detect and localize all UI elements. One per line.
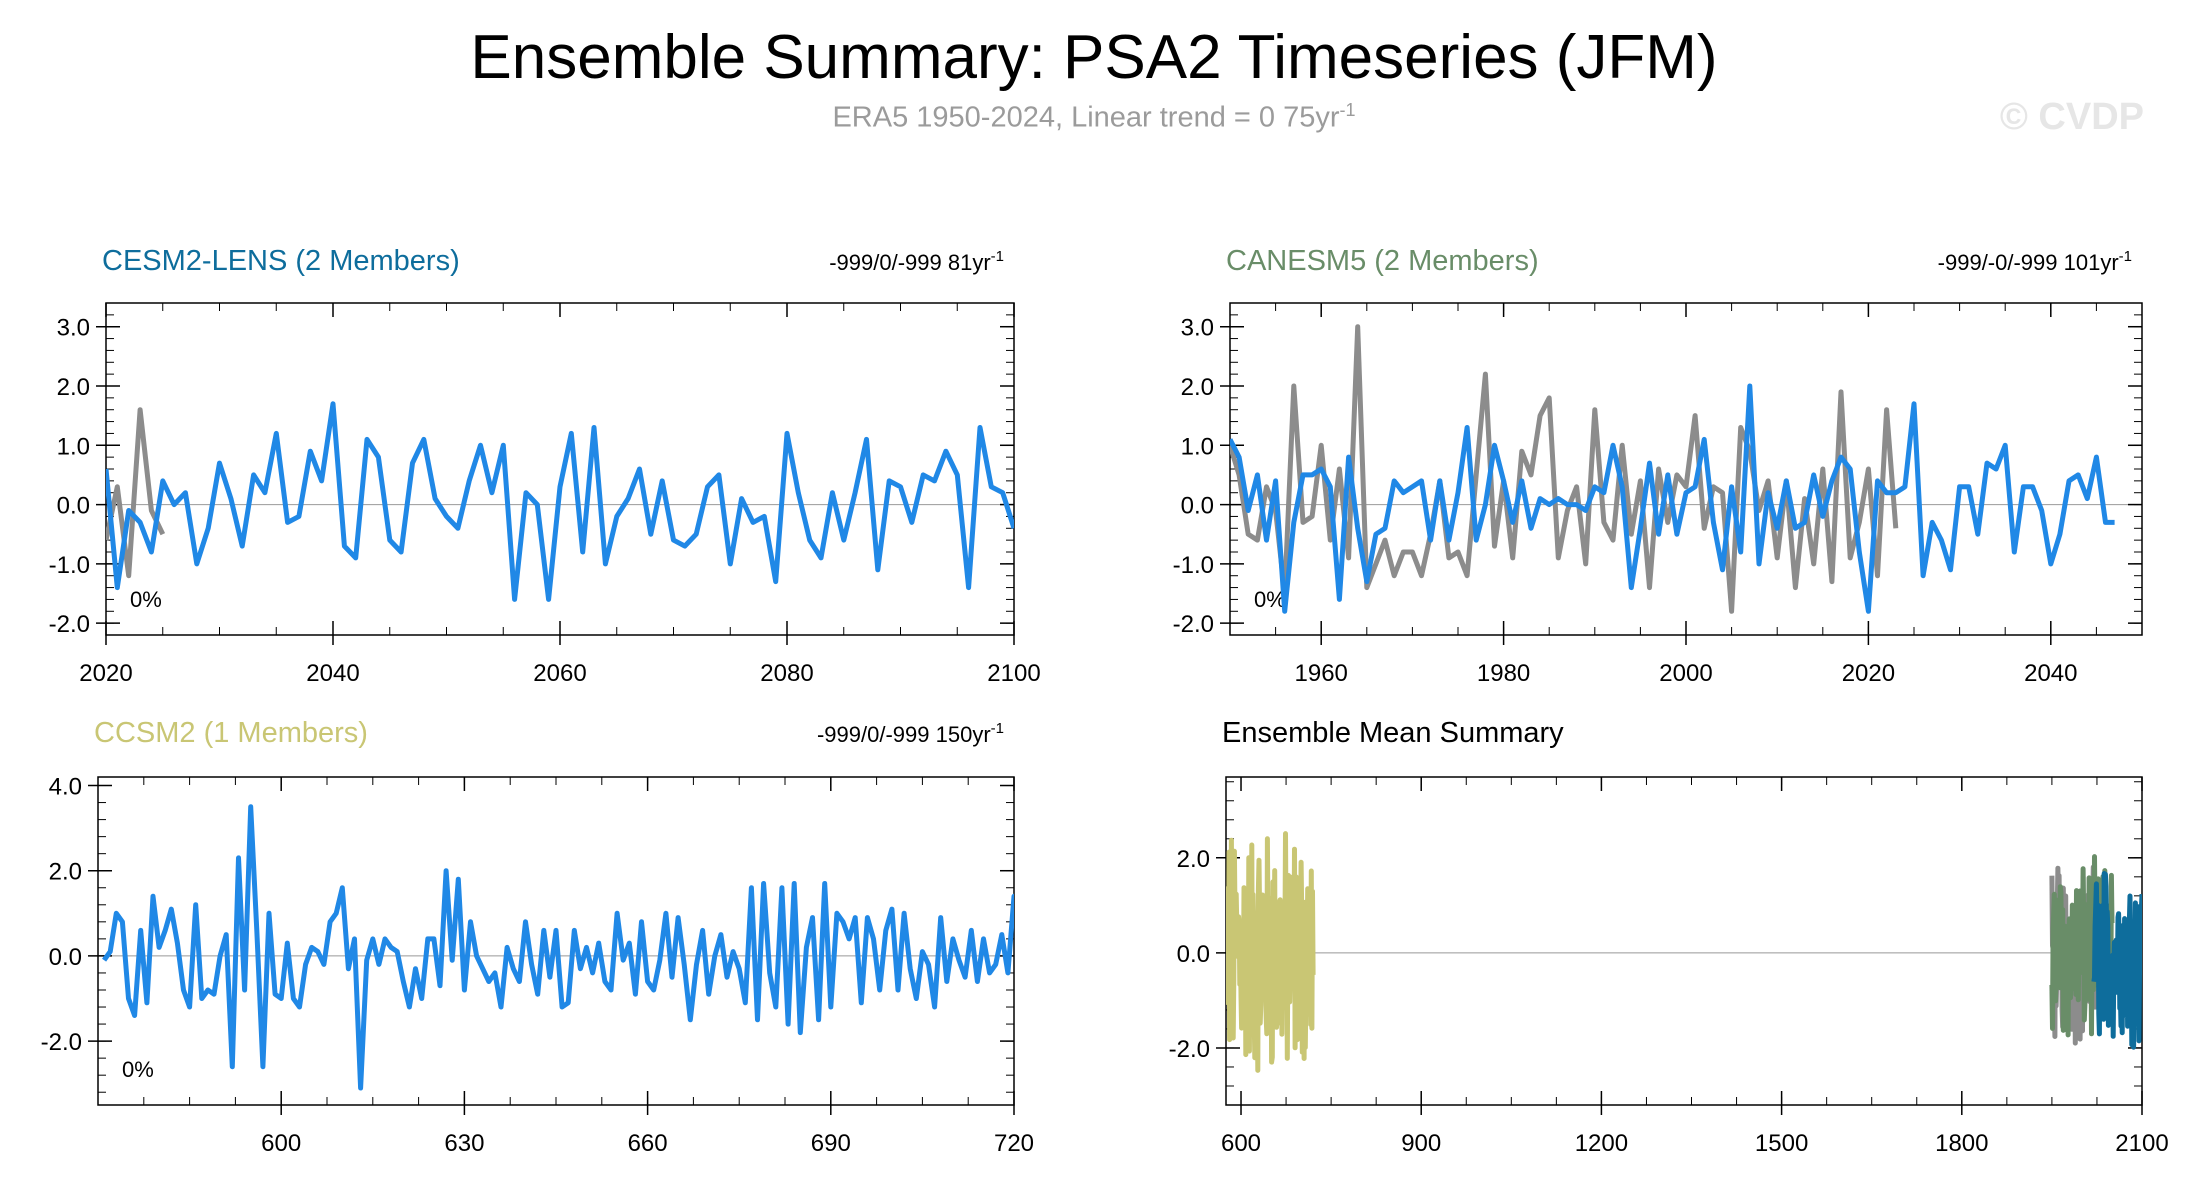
- x-tick-label: 900: [1401, 1130, 1441, 1157]
- x-tick-label: 2100: [987, 660, 1040, 687]
- page-title: Ensemble Summary: PSA2 Timeseries (JFM): [470, 23, 1718, 92]
- series-line-2: [106, 401, 1014, 602]
- panel-cesm2: -2.0 -1.0 0.0 1.0 2.0 3.0 2020 2040 2060 2080 2100…: [49, 245, 1041, 687]
- subtitle-text: ERA5 1950-2024, Linear trend = 0 75yr: [832, 101, 1340, 134]
- panel-ensemble-mean: -2.0 0.0 2.0 600 900 1200 1500 1800 2100 Ensemble…: [1169, 717, 2169, 1157]
- y-tick-label: -2.0: [49, 611, 90, 638]
- panel-title: CCSM2 (1 Members): [94, 717, 368, 749]
- x-tick-label: 1980: [1477, 660, 1530, 687]
- x-tick-label: 2100: [2115, 1130, 2168, 1157]
- x-tick-label: 630: [444, 1130, 484, 1157]
- subtitle-superscript: -1: [1339, 100, 1356, 120]
- y-tick-label: -2.0: [1169, 1036, 1210, 1063]
- panel-title: CESM2-LENS (2 Members): [102, 245, 460, 277]
- y-tick-label: 3.0: [57, 315, 90, 342]
- trend-superscript: -1: [2119, 248, 2132, 265]
- x-tick-label: 1200: [1575, 1130, 1628, 1157]
- x-tick-label: 2000: [1659, 660, 1712, 687]
- y-tick-label: 4.0: [49, 774, 82, 801]
- y-tick-label: -1.0: [49, 552, 90, 579]
- x-tick-label: 2060: [533, 660, 586, 687]
- panel-title: Ensemble Mean Summary: [1222, 717, 1564, 749]
- trend-text: -999/-0/-999 101yr: [1938, 250, 2119, 275]
- watermark-cvdp: © CVDP: [1999, 96, 2144, 138]
- trend-text: -999/0/-999 81yr: [829, 250, 990, 275]
- x-tick-label: 600: [261, 1130, 301, 1157]
- y-tick-label: 2.0: [49, 859, 82, 886]
- y-tick-label: 3.0: [1181, 315, 1214, 342]
- trend-label: -999/-0/-999 101yr-1: [1938, 248, 2132, 275]
- y-tick-label: 2.0: [1181, 374, 1214, 401]
- x-tick-label: 690: [811, 1130, 851, 1157]
- y-tick-label: 2.0: [57, 374, 90, 401]
- panel-title: CANESM5 (2 Members): [1226, 245, 1539, 277]
- ensemble-band-4: [2091, 871, 2142, 1050]
- trend-superscript: -1: [991, 720, 1004, 737]
- x-tick-label: 720: [994, 1130, 1034, 1157]
- panel-ccsm2: -2.0 0.0 2.0 4.0 600 630 660 690 720 CCSM2 (1 Mem…: [41, 717, 1034, 1157]
- trend-label: -999/0/-999 81yr-1: [829, 248, 1004, 275]
- ensemble-band-1: [1226, 831, 1316, 1073]
- trend-label: -999/0/-999 150yr-1: [817, 720, 1004, 747]
- series-line-1: [1230, 324, 1899, 614]
- y-tick-label: 0.0: [49, 944, 82, 971]
- percent-label: 0%: [1254, 587, 1286, 612]
- y-tick-label: -2.0: [41, 1029, 82, 1056]
- x-tick-label: 2020: [79, 660, 132, 687]
- x-tick-label: 2020: [1842, 660, 1895, 687]
- x-tick-label: 660: [628, 1130, 668, 1157]
- trend-text: -999/0/-999 150yr: [817, 722, 991, 747]
- series-line-1: [106, 407, 166, 579]
- percent-label: 0%: [122, 1057, 154, 1082]
- plot-frame: [105, 302, 1015, 636]
- y-tick-label: -2.0: [1173, 611, 1214, 638]
- x-tick-label: 2080: [760, 660, 813, 687]
- y-tick-label: 1.0: [1181, 433, 1214, 460]
- x-tick-label: 2040: [306, 660, 359, 687]
- trend-superscript: -1: [991, 248, 1004, 265]
- y-tick-label: 1.0: [57, 433, 90, 460]
- x-tick-label: 2040: [2024, 660, 2077, 687]
- y-tick-label: 2.0: [1177, 846, 1210, 873]
- chart-subtitle: ERA5 1950-2024, Linear trend = 0 75yr-1: [0, 100, 2188, 135]
- plot-frame: [1225, 776, 2143, 1106]
- x-tick-label: 1960: [1295, 660, 1348, 687]
- y-tick-label: 0.0: [1181, 493, 1214, 520]
- x-tick-label: 1500: [1755, 1130, 1808, 1157]
- series-line-1: [102, 804, 1014, 1091]
- y-tick-label: 0.0: [57, 493, 90, 520]
- x-tick-label: 1800: [1935, 1130, 1988, 1157]
- y-tick-label: 0.0: [1177, 941, 1210, 968]
- series-line-2: [1230, 383, 2115, 614]
- x-tick-label: 600: [1221, 1130, 1261, 1157]
- percent-label: 0%: [130, 587, 162, 612]
- panel-canesm5: -2.0 -1.0 0.0 1.0 2.0 3.0 1960 1980 2000 2020 2040…: [1173, 245, 2143, 687]
- y-tick-label: -1.0: [1173, 552, 1214, 579]
